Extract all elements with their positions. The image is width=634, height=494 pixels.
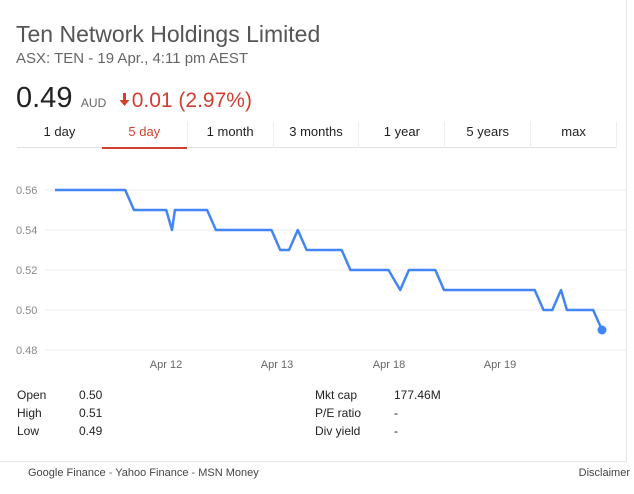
stat-value: 0.51 bbox=[79, 406, 103, 420]
x-tick-label: Apr 13 bbox=[261, 359, 293, 371]
y-tick-label: 0.50 bbox=[16, 305, 37, 317]
tab-5-years[interactable]: 5 years bbox=[466, 124, 510, 139]
stats-right: Mkt cap 177.46M P/E ratio - Div yield - bbox=[315, 386, 441, 440]
last-price-dot bbox=[597, 325, 607, 335]
stat-pe-ratio: P/E ratio - bbox=[315, 404, 441, 422]
currency-label: AUD bbox=[80, 96, 107, 110]
stat-label: Open bbox=[17, 388, 47, 402]
y-tick-label: 0.56 bbox=[16, 185, 37, 197]
x-tick-label: Apr 12 bbox=[150, 359, 182, 371]
msn-money-link[interactable]: MSN Money bbox=[198, 467, 259, 479]
price-chart[interactable]: 0.56 0.54 0.52 0.50 0.48 Apr 12 Apr 13 Apr 18 Ap… bbox=[0, 160, 627, 375]
stat-label: Div yield bbox=[315, 424, 361, 438]
stat-high: High 0.51 bbox=[17, 404, 102, 422]
price-change-value: 0.01 (2.97%) bbox=[131, 89, 252, 112]
price-row: 0.49 AUD 0.01 (2.97%) bbox=[16, 82, 252, 116]
ticker-subtitle: ASX: TEN - 19 Apr., 4:11 pm AEST bbox=[16, 50, 249, 67]
range-tabs: 1 day 5 day 1 month 3 months 1 year 5 ye… bbox=[17, 122, 618, 149]
stat-value: - bbox=[394, 424, 398, 438]
tab-1-day[interactable]: 1 day bbox=[43, 124, 76, 139]
x-tick-label: Apr 19 bbox=[484, 359, 516, 371]
yahoo-finance-link[interactable]: Yahoo Finance bbox=[115, 467, 189, 479]
tab-1-year[interactable]: 1 year bbox=[358, 122, 446, 148]
stats-left: Open 0.50 High 0.51 Low 0.49 bbox=[17, 386, 102, 440]
stat-value: 0.49 bbox=[79, 424, 103, 438]
finance-card: Ten Network Holdings Limited ASX: TEN - … bbox=[0, 0, 627, 462]
stat-label: Low bbox=[17, 424, 40, 438]
tab-3-months[interactable]: 3 months bbox=[289, 124, 343, 139]
tab-max[interactable]: max bbox=[530, 122, 618, 148]
arrow-down-icon bbox=[119, 89, 130, 113]
tab-1-month[interactable]: 1 month bbox=[186, 122, 274, 148]
price-change: 0.01 (2.97%) bbox=[119, 89, 252, 112]
y-tick-label: 0.48 bbox=[16, 345, 37, 357]
tab-5-day[interactable]: 5 day bbox=[101, 122, 187, 149]
company-title[interactable]: Ten Network Holdings Limited bbox=[16, 21, 321, 47]
stat-label: Mkt cap bbox=[315, 388, 358, 402]
google-finance-link[interactable]: Google Finance bbox=[28, 467, 106, 479]
stat-value: 0.50 bbox=[79, 388, 103, 402]
stat-value: 177.46M bbox=[394, 388, 441, 402]
stat-mkt-cap: Mkt cap 177.46M bbox=[315, 386, 441, 404]
stat-label: High bbox=[17, 406, 42, 420]
current-price: 0.49 bbox=[16, 82, 73, 114]
price-chart-svg[interactable]: 0.56 0.54 0.52 0.50 0.48 Apr 12 Apr 13 Apr 18 Ap… bbox=[0, 160, 627, 375]
stat-label: P/E ratio bbox=[315, 406, 362, 420]
source-links: Google Finance - Yahoo Finance - MSN Mon… bbox=[28, 467, 259, 479]
stat-low: Low 0.49 bbox=[17, 422, 102, 440]
y-tick-label: 0.54 bbox=[16, 225, 37, 237]
link-separator: - bbox=[105, 467, 116, 479]
stat-value: - bbox=[394, 406, 398, 420]
x-tick-label: Apr 18 bbox=[373, 359, 405, 371]
stat-div-yield: Div yield - bbox=[315, 422, 441, 440]
price-line bbox=[55, 188, 604, 331]
y-tick-label: 0.52 bbox=[16, 265, 37, 277]
disclaimer-link[interactable]: Disclaimer bbox=[578, 467, 630, 479]
link-separator: - bbox=[188, 467, 199, 479]
stat-open: Open 0.50 bbox=[17, 386, 102, 404]
